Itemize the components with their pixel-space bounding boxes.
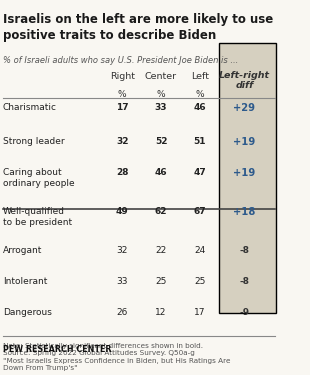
Text: 25: 25: [155, 277, 167, 286]
Text: %: %: [118, 90, 126, 99]
Text: 62: 62: [155, 207, 167, 216]
Text: Intolerant: Intolerant: [3, 277, 47, 286]
Text: 26: 26: [117, 308, 128, 317]
Text: Left: Left: [191, 72, 209, 81]
Text: Note: Statistically significant differences shown in bold.
Source: Spring 2022 G: Note: Statistically significant differen…: [3, 343, 230, 371]
Text: +18: +18: [233, 207, 255, 218]
Text: -8: -8: [239, 246, 249, 255]
Text: 51: 51: [194, 138, 206, 147]
Text: %: %: [196, 90, 204, 99]
Text: 17: 17: [116, 103, 128, 112]
Text: Strong leader: Strong leader: [3, 138, 64, 147]
Text: 52: 52: [155, 138, 167, 147]
Text: 47: 47: [193, 168, 206, 177]
Text: 22: 22: [155, 246, 167, 255]
Text: 17: 17: [194, 308, 206, 317]
Text: Well-qualified
to be president: Well-qualified to be president: [3, 207, 72, 227]
Text: 67: 67: [193, 207, 206, 216]
Text: 25: 25: [194, 277, 206, 286]
Text: 24: 24: [194, 246, 206, 255]
Text: +19: +19: [233, 138, 255, 147]
Text: 46: 46: [193, 103, 206, 112]
Text: %: %: [157, 90, 165, 99]
Text: Charismatic: Charismatic: [3, 103, 57, 112]
Text: Dangerous: Dangerous: [3, 308, 52, 317]
Text: -9: -9: [239, 308, 249, 317]
Text: 33: 33: [155, 103, 167, 112]
Text: Center: Center: [145, 72, 177, 81]
Text: 32: 32: [117, 246, 128, 255]
Text: -8: -8: [239, 277, 249, 286]
Text: +29: +29: [233, 103, 255, 113]
Text: 28: 28: [116, 168, 128, 177]
Text: +19: +19: [233, 168, 255, 178]
Text: 12: 12: [155, 308, 167, 317]
Text: Right: Right: [110, 72, 135, 81]
Text: PEW RESEARCH CENTER: PEW RESEARCH CENTER: [3, 345, 111, 354]
Text: Arrogant: Arrogant: [3, 246, 42, 255]
Text: 32: 32: [116, 138, 128, 147]
Text: 33: 33: [116, 277, 128, 286]
Text: Left-right
diff: Left-right diff: [219, 70, 270, 90]
Text: % of Israeli adults who say U.S. President Joe Biden is ...: % of Israeli adults who say U.S. Preside…: [3, 56, 238, 65]
FancyBboxPatch shape: [219, 44, 276, 313]
Text: 49: 49: [116, 207, 129, 216]
Text: Caring about
ordinary people: Caring about ordinary people: [3, 168, 74, 188]
Text: Israelis on the left are more likely to use
positive traits to describe Biden: Israelis on the left are more likely to …: [3, 13, 273, 42]
Text: 46: 46: [155, 168, 167, 177]
